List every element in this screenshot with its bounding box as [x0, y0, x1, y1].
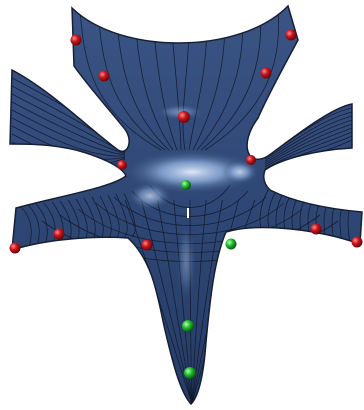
- green-control-point: [184, 367, 196, 379]
- isoline: [204, 9, 279, 151]
- green-control-point: [182, 320, 194, 332]
- red-control-point: [70, 34, 82, 46]
- isoline: [79, 9, 162, 151]
- lower-highlight: [176, 222, 196, 302]
- isoline: [19, 205, 32, 251]
- red-control-point: [98, 70, 110, 82]
- red-control-point: [310, 223, 322, 235]
- isoline: [124, 199, 193, 404]
- isoline: [99, 195, 112, 241]
- green-control-point: [225, 238, 237, 250]
- red-control-point: [285, 29, 297, 41]
- isoline: [97, 9, 166, 151]
- red-control-point: [351, 236, 363, 248]
- highlight-group: [122, 104, 262, 302]
- red-control-point: [9, 242, 21, 254]
- red-control-point: [141, 239, 153, 251]
- isoline: [264, 131, 353, 170]
- red-control-point: [246, 155, 256, 165]
- green-control-point: [181, 180, 191, 190]
- red-control-point: [260, 67, 272, 79]
- isoline: [264, 123, 353, 166]
- isoline: [115, 193, 128, 239]
- isoline: [123, 192, 136, 238]
- control-points-group: [9, 29, 363, 379]
- isoline: [11, 109, 126, 156]
- isoline: [264, 119, 353, 164]
- red-control-point: [178, 111, 190, 123]
- isoline: [107, 194, 120, 240]
- isoline: [264, 111, 353, 160]
- isoline: [200, 9, 261, 151]
- upper-highlight: [156, 104, 204, 120]
- isoline: [11, 117, 126, 157]
- surface-group: [9, 4, 363, 406]
- center-spike: [187, 208, 189, 218]
- right-highlight: [222, 160, 258, 184]
- isoline: [11, 101, 126, 155]
- left-highlight: [128, 182, 172, 210]
- isoline: [264, 127, 353, 168]
- red-control-point: [117, 160, 127, 170]
- red-control-point: [53, 228, 65, 240]
- isoline: [11, 93, 126, 154]
- isoline: [264, 115, 353, 162]
- surface-shape: [9, 4, 363, 406]
- isoline: [141, 199, 193, 404]
